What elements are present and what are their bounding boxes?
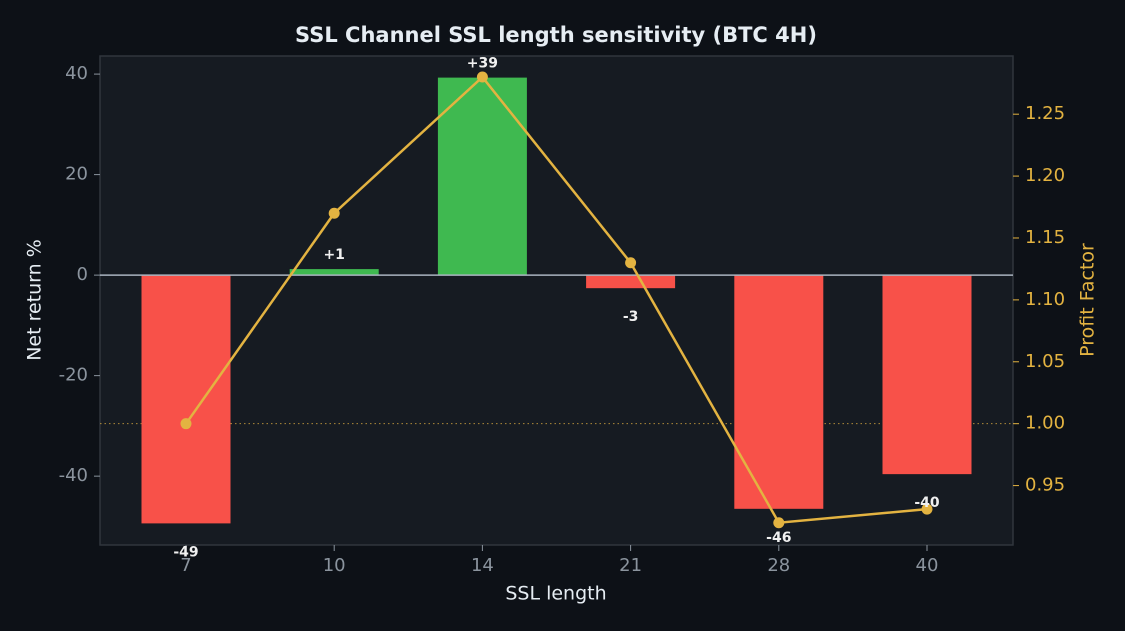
x-tick-label: 14 [471, 555, 494, 576]
bar [141, 275, 231, 524]
y-tick-label: 40 [65, 63, 88, 84]
x-tick-label: 7 [180, 555, 191, 576]
x-tick-label: 21 [619, 555, 642, 576]
line-marker [476, 71, 488, 83]
x-axis-title: SSL length [505, 583, 606, 605]
y2-tick-label: 0.95 [1025, 475, 1065, 496]
y-axis-title: Net return % [24, 239, 46, 361]
line-marker [180, 418, 192, 430]
data-label: +1 [323, 247, 344, 263]
line [184, 75, 928, 525]
line-marker [328, 207, 340, 219]
data-label: -40 [914, 495, 940, 511]
y2-tick-label: 1.10 [1025, 289, 1065, 310]
bar [437, 77, 527, 276]
y2-tick-label: 1.20 [1025, 165, 1065, 186]
bar [882, 275, 972, 475]
plot-area [99, 55, 1014, 546]
y-tick-label: -20 [59, 365, 88, 386]
chart-title: SSL Channel SSL length sensitivity (BTC … [295, 23, 817, 47]
x-tick-label: 40 [916, 555, 939, 576]
y2-tick-label: 1.15 [1025, 227, 1065, 248]
data-label: -46 [766, 530, 791, 546]
bar [289, 269, 379, 276]
y-tick-label: -40 [59, 465, 88, 486]
line-marker [625, 257, 637, 269]
data-label: -3 [623, 309, 639, 325]
line-marker [773, 517, 785, 529]
x-tick-label: 28 [767, 555, 790, 576]
y2-tick-label: 1.00 [1025, 413, 1065, 434]
y2-tick-label: 1.05 [1025, 351, 1065, 372]
line-marker [921, 503, 933, 515]
y2-axis-title: Profit Factor [1077, 243, 1099, 357]
y-tick-label: 20 [65, 164, 88, 185]
bar [586, 275, 676, 289]
data-label: -49 [173, 544, 198, 560]
data-label: +39 [467, 56, 498, 72]
bar [734, 275, 824, 509]
x-tick-label: 10 [323, 555, 346, 576]
y2-tick-label: 1.25 [1025, 103, 1065, 124]
y-tick-label: 0 [77, 264, 88, 285]
